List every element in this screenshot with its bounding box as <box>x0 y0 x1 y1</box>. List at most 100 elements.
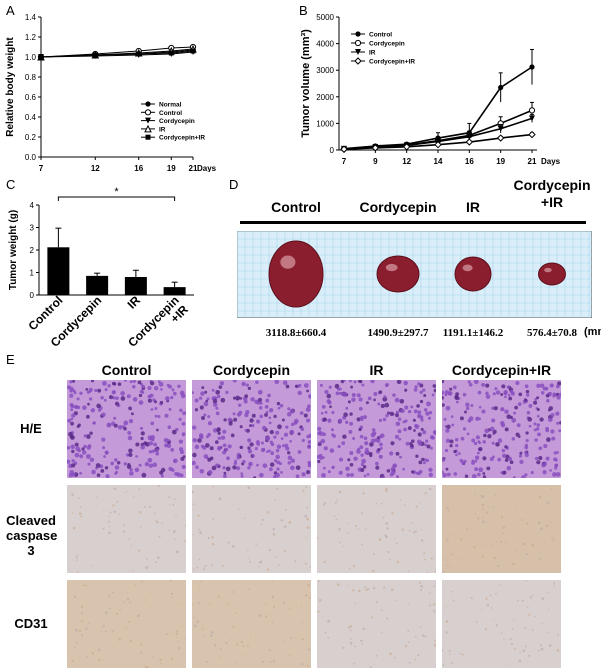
cell-nucleus <box>199 580 202 583</box>
cell-nucleus <box>449 534 452 536</box>
cell-nucleus <box>306 664 309 667</box>
cell-nucleus <box>350 385 354 389</box>
cell-nucleus <box>341 441 346 446</box>
cell-nucleus <box>147 398 152 403</box>
legend-label: Control <box>159 110 182 117</box>
cell-nucleus <box>167 425 172 429</box>
cell-nucleus <box>158 381 164 387</box>
cell-nucleus <box>128 448 133 453</box>
cell-nucleus <box>470 404 474 407</box>
cell-nucleus <box>101 412 106 417</box>
cell-nucleus <box>350 472 354 477</box>
cell-nucleus <box>470 597 473 600</box>
cell-nucleus <box>192 534 194 536</box>
photo-group-name: Control <box>271 199 321 215</box>
cell-nucleus <box>503 638 505 641</box>
cell-nucleus <box>492 392 496 396</box>
cell-nucleus <box>140 436 144 441</box>
cell-nucleus <box>306 506 309 509</box>
cell-nucleus <box>156 428 159 432</box>
cell-nucleus <box>168 529 170 531</box>
cell-nucleus <box>91 651 95 655</box>
cell-nucleus <box>196 566 199 569</box>
cell-nucleus <box>450 662 453 664</box>
tile-background <box>317 485 436 573</box>
cell-nucleus <box>549 469 552 472</box>
cell-nucleus <box>227 417 232 422</box>
cell-nucleus <box>181 464 186 469</box>
data-point <box>371 144 380 152</box>
cell-nucleus <box>557 381 561 386</box>
cell-nucleus <box>553 582 556 585</box>
cell-nucleus <box>383 395 387 399</box>
cell-nucleus <box>447 510 450 513</box>
cell-nucleus <box>231 544 235 548</box>
cell-nucleus <box>346 522 348 524</box>
x-tick-label: 12 <box>402 157 411 166</box>
cell-nucleus <box>351 392 356 398</box>
cell-nucleus <box>375 654 378 657</box>
photo-group-name: IR <box>466 199 480 215</box>
cell-nucleus <box>87 444 92 448</box>
cell-nucleus <box>295 474 300 478</box>
y-tick-label: 0 <box>330 146 335 155</box>
cell-nucleus <box>120 396 126 401</box>
cell-nucleus <box>361 458 366 464</box>
cell-nucleus <box>526 606 529 608</box>
cell-nucleus <box>422 430 427 435</box>
cell-nucleus <box>255 543 258 545</box>
cell-nucleus <box>505 541 507 544</box>
cell-nucleus <box>79 391 83 395</box>
cell-nucleus <box>370 380 375 384</box>
legend-label: IR <box>369 50 376 57</box>
cell-nucleus <box>493 556 496 560</box>
cell-nucleus <box>140 651 143 654</box>
cell-nucleus <box>139 511 142 514</box>
x-tick-label: 19 <box>496 157 505 166</box>
cell-nucleus <box>173 459 176 463</box>
tile-background <box>442 485 561 573</box>
cell-nucleus <box>232 412 236 416</box>
histology-panel: Control Cordycepin IR Cordycepin+IR H/E Cleav… <box>0 360 601 671</box>
y-tick-label: 3000 <box>316 66 334 75</box>
cell-nucleus <box>285 384 290 389</box>
cell-nucleus <box>378 390 383 394</box>
cell-nucleus <box>75 628 78 632</box>
cell-nucleus <box>192 603 194 606</box>
cell-nucleus <box>108 395 114 400</box>
cell-nucleus <box>309 596 311 599</box>
cell-nucleus <box>511 628 514 630</box>
cell-nucleus <box>444 390 449 395</box>
cell-nucleus <box>356 449 361 454</box>
cell-nucleus <box>304 594 308 597</box>
cell-nucleus <box>212 402 218 407</box>
cell-nucleus <box>178 602 180 605</box>
cell-nucleus <box>343 380 346 382</box>
cell-nucleus <box>528 424 532 428</box>
cell-nucleus <box>354 645 357 648</box>
cell-nucleus <box>80 605 84 609</box>
cell-nucleus <box>504 409 509 414</box>
cell-nucleus <box>132 380 136 383</box>
cell-nucleus <box>358 406 363 411</box>
cell-nucleus <box>248 461 253 467</box>
cell-nucleus <box>540 391 545 395</box>
cell-nucleus <box>321 472 326 478</box>
cell-nucleus <box>385 413 389 418</box>
cell-nucleus <box>79 656 81 659</box>
cell-nucleus <box>232 465 237 470</box>
cell-nucleus <box>502 526 506 529</box>
cell-nucleus <box>482 516 485 519</box>
cell-nucleus <box>493 406 498 411</box>
cell-nucleus <box>320 438 326 444</box>
cell-nucleus <box>405 441 410 446</box>
cell-nucleus <box>443 417 447 421</box>
cell-nucleus <box>259 401 263 405</box>
cell-nucleus <box>497 565 500 568</box>
cell-nucleus <box>172 596 174 598</box>
cell-nucleus <box>382 516 385 519</box>
cell-nucleus <box>329 405 332 409</box>
cell-nucleus <box>490 607 493 609</box>
cell-nucleus <box>425 411 430 416</box>
cell-nucleus <box>96 473 101 478</box>
